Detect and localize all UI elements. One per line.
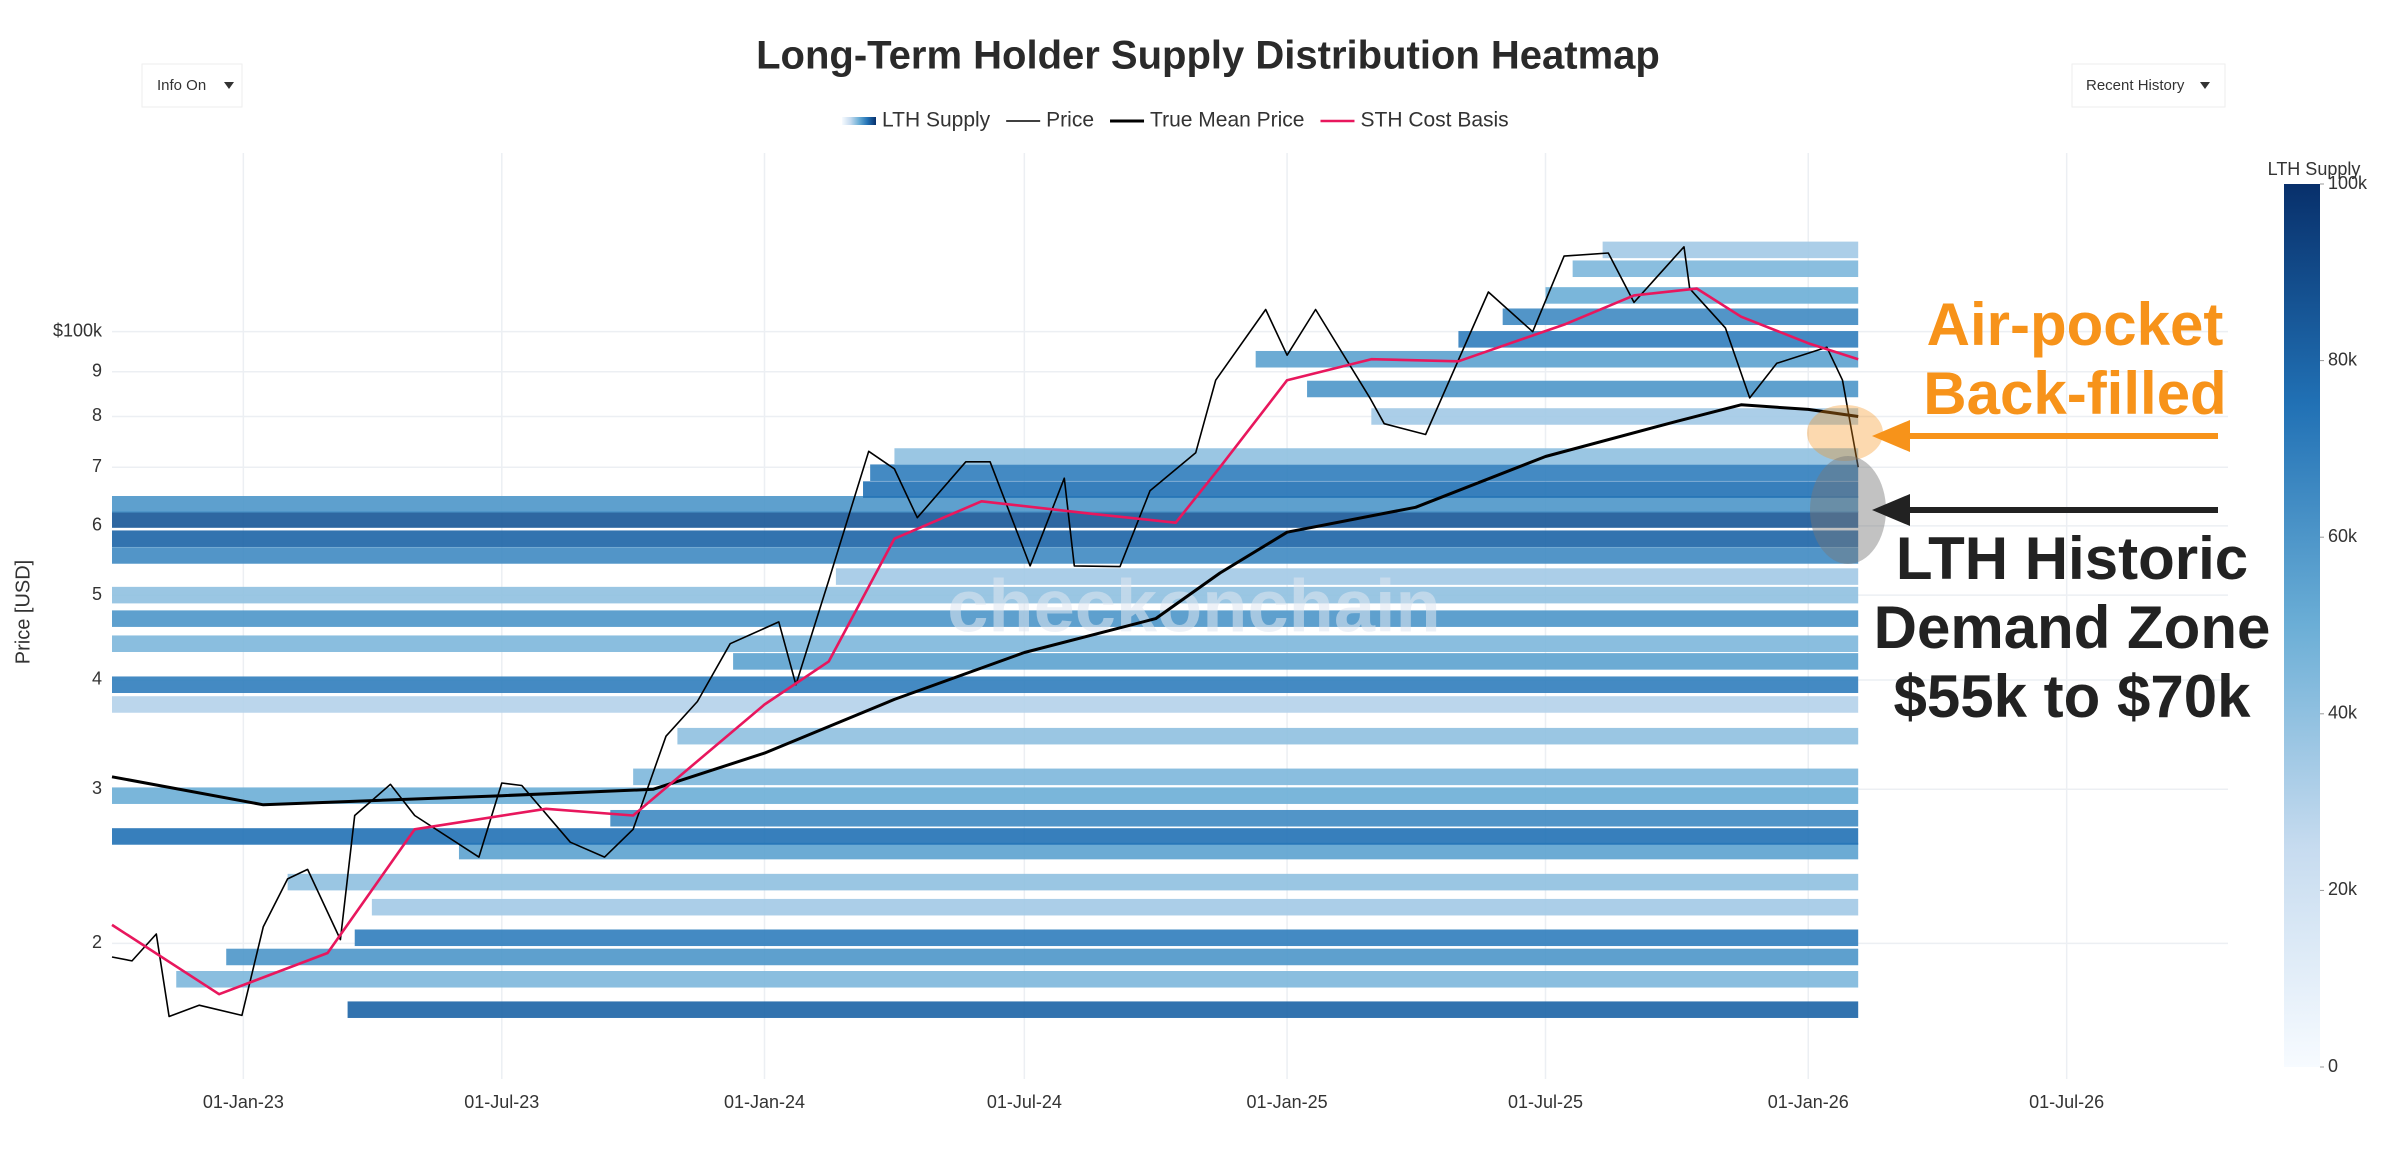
annotation: Back-filled [1923, 360, 2226, 427]
heatmap [112, 241, 1859, 1018]
legend-label: Price [1046, 109, 1094, 132]
heat-band [371, 898, 1859, 916]
heat-band [1371, 408, 1859, 425]
y-tick-label: 5 [92, 584, 102, 604]
annotation: Air-pocket [1927, 291, 2224, 358]
heat-band [1255, 350, 1859, 368]
heat-band [458, 842, 1859, 860]
heat-band [112, 586, 1859, 604]
heat-band [733, 653, 1859, 670]
watermark: checkonchain [947, 565, 1441, 648]
heat-band [354, 929, 1859, 947]
heat-band [112, 511, 1859, 528]
dropdown[interactable] [2071, 63, 2226, 108]
line-series [111, 287, 1859, 996]
heat-band [835, 568, 1859, 585]
colorbar-tick-label: 40k [2328, 703, 2358, 723]
heat-band [112, 635, 1859, 652]
dropdown-arrow[interactable] [224, 82, 234, 89]
chart-title: Long-Term Holder Supply Distribution Hea… [756, 34, 1660, 78]
legend-swatch [842, 117, 876, 125]
x-tick-label: 01-Jan-23 [203, 1092, 284, 1112]
legend-label: STH Cost Basis [1360, 109, 1508, 132]
legend-label: True Mean Price [1150, 109, 1304, 132]
heat-band [112, 496, 1859, 513]
x-tick-label: 01-Jan-24 [724, 1092, 805, 1112]
heat-band [226, 948, 1859, 966]
colorbar [2284, 184, 2320, 1067]
heat-band [347, 1001, 1859, 1018]
y-tick-label: 9 [92, 360, 102, 380]
x-tick-label: 01-Jul-25 [1508, 1092, 1583, 1112]
y-tick-label: 6 [92, 515, 102, 535]
dropdown[interactable] [141, 63, 243, 108]
y-tick-label: 4 [92, 669, 102, 689]
arrow-head [1872, 420, 1910, 452]
heat-band [1572, 260, 1859, 278]
annotation: Demand Zone [1874, 594, 2271, 661]
x-tick-label: 01-Jan-26 [1768, 1092, 1849, 1112]
heat-band [677, 727, 1859, 745]
heat-band [112, 696, 1859, 713]
x-tick-label: 01-Jan-25 [1247, 1092, 1328, 1112]
colorbar-title: LTH Supply [2268, 159, 2361, 179]
y-tick-label: 7 [92, 456, 102, 476]
heat-band [1307, 380, 1859, 398]
heat-band [1458, 331, 1859, 348]
heat-band [863, 481, 1859, 498]
heat-band [112, 828, 1859, 845]
heat-band [894, 448, 1859, 465]
legend-label: LTH Supply [882, 109, 991, 132]
heat-band [112, 676, 1859, 694]
colorbar-tick-label: 60k [2328, 526, 2358, 546]
colorbar-tick-label: 80k [2328, 349, 2358, 369]
heat-band [287, 873, 1859, 891]
line-series [111, 246, 1859, 1018]
annotation: LTH Historic [1896, 525, 2248, 592]
arrow-head [1872, 494, 1910, 526]
y-tick-label: 8 [92, 405, 102, 425]
dropdown-arrow[interactable] [2200, 82, 2210, 89]
heat-band [112, 787, 1859, 804]
x-tick-label: 01-Jul-23 [464, 1092, 539, 1112]
heat-band [1502, 308, 1859, 326]
y-tick-label: 3 [92, 778, 102, 798]
y-tick-label: $100k [53, 320, 103, 340]
heat-band [112, 610, 1859, 627]
heat-band [610, 809, 1859, 827]
lines [111, 246, 1859, 1018]
colorbar-tick-label: 20k [2328, 879, 2358, 899]
heat-band [1602, 241, 1859, 259]
x-tick-label: 01-Jul-24 [987, 1092, 1062, 1112]
annotation: $55k to $70k [1894, 663, 2252, 730]
heat-band [112, 530, 1859, 547]
highlight-ellipse [1810, 456, 1886, 564]
y-tick-label: 2 [92, 932, 102, 952]
line-series [111, 403, 1859, 807]
y-axis-title: Price [USD] [12, 560, 34, 664]
heat-band [176, 971, 1859, 988]
heat-band [633, 768, 1859, 786]
colorbar-tick-label: 100k [2328, 173, 2368, 193]
dropdown-label[interactable]: Recent History [2086, 77, 2185, 94]
x-tick-label: 01-Jul-26 [2029, 1092, 2104, 1112]
heat-band [112, 547, 1859, 564]
highlight-ellipse [1807, 405, 1883, 461]
heat-band [870, 464, 1859, 481]
colorbar-tick-label: 0 [2328, 1056, 2338, 1076]
dropdown-label[interactable]: Info On [157, 77, 206, 94]
